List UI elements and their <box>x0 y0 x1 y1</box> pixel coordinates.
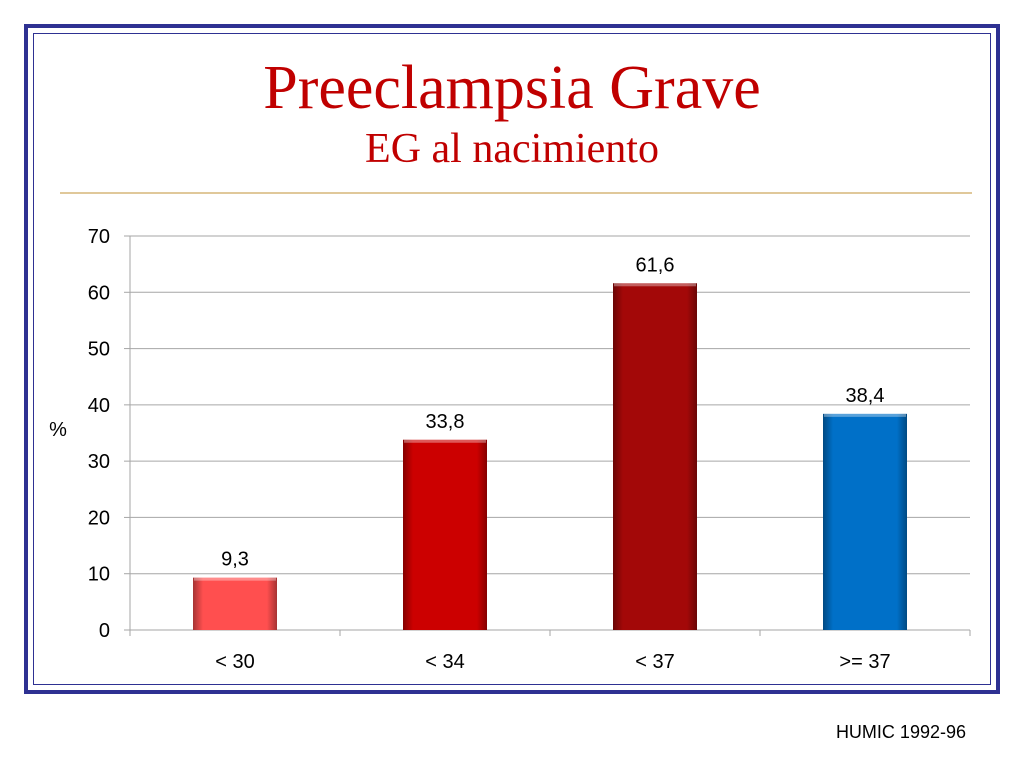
slide-inner-frame <box>33 33 991 685</box>
title-divider <box>60 192 972 194</box>
slide-subtitle: EG al nacimiento <box>365 126 659 172</box>
slide-frame <box>24 24 1000 694</box>
source-note: HUMIC 1992-96 <box>835 722 966 742</box>
slide-title: Preeclampsia Grave <box>263 54 761 122</box>
